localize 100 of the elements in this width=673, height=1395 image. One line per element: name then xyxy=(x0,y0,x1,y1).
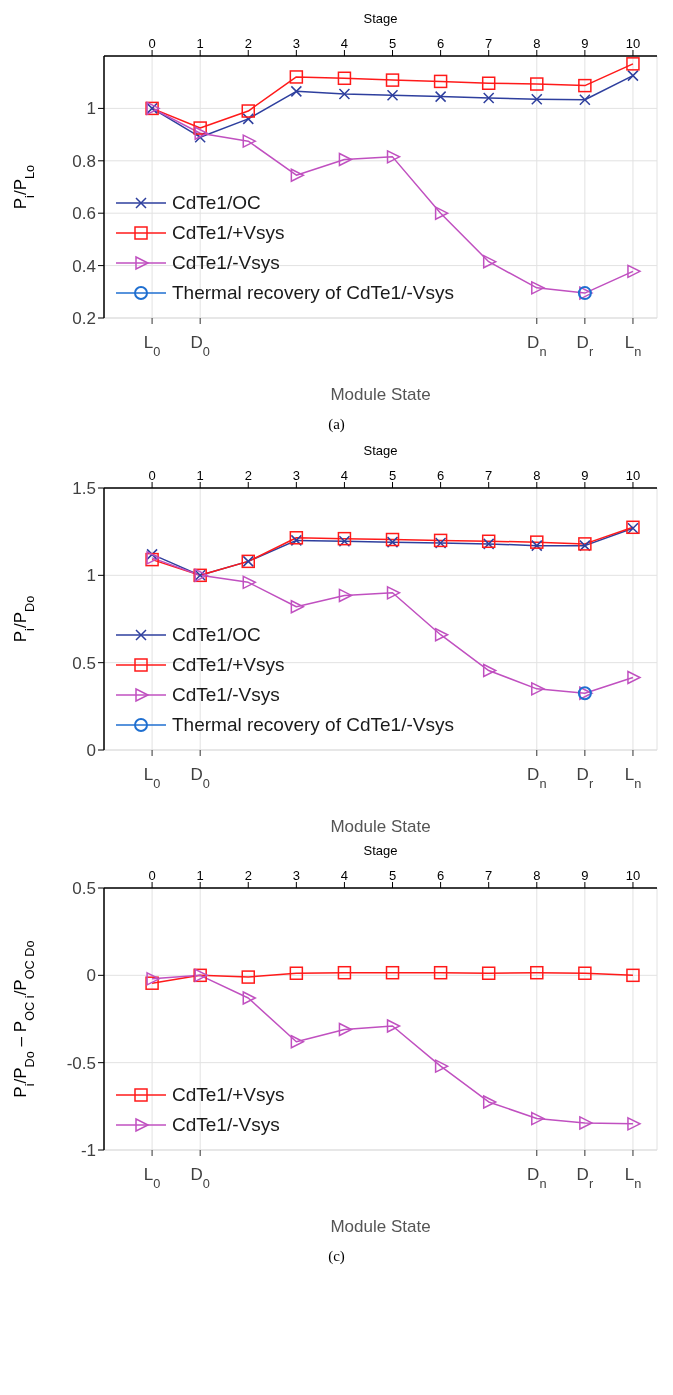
x2-tick-label: 9 xyxy=(581,868,589,883)
x-axis-title: Module State xyxy=(330,385,431,404)
point xyxy=(434,537,447,549)
point xyxy=(290,600,305,614)
x2-axis-title: Stage xyxy=(363,11,398,27)
point xyxy=(434,1059,449,1073)
point xyxy=(385,965,400,980)
point xyxy=(627,264,641,279)
legend-label: CdTe1/-Vsys xyxy=(172,1114,280,1136)
x2-tick-label: 10 xyxy=(625,36,641,51)
point xyxy=(627,69,639,82)
x2-tick-label: 5 xyxy=(388,468,397,483)
point xyxy=(434,90,447,103)
point xyxy=(579,94,591,106)
point xyxy=(530,535,544,549)
legend-label: CdTe1/+Vsys xyxy=(172,654,285,676)
legend-label: Thermal recovery of CdTe1/-Vsys xyxy=(172,714,454,736)
point xyxy=(338,535,351,548)
point xyxy=(241,104,256,118)
x2-tick-label: 3 xyxy=(292,36,300,51)
y-tick-label: 0 xyxy=(86,966,96,986)
x-tick-label: L$_{0}$ xyxy=(143,333,161,359)
point xyxy=(531,1111,545,1126)
point xyxy=(482,92,495,104)
point xyxy=(290,168,305,182)
x-axis-title: Module State xyxy=(330,817,431,836)
point xyxy=(578,78,592,93)
point xyxy=(579,1116,593,1130)
point xyxy=(290,1034,305,1049)
point xyxy=(530,965,544,980)
y-tick-label: 0.5 xyxy=(72,879,96,899)
y-tick-label: -1 xyxy=(80,1141,96,1161)
x-tick-label: L$_{n}$ xyxy=(624,765,642,791)
x2-tick-label: 0 xyxy=(148,468,156,483)
legend-label: Thermal recovery of CdTe1/-Vsys xyxy=(172,282,454,304)
x2-tick-label: 6 xyxy=(436,36,445,51)
x-tick-label: L$_{0}$ xyxy=(143,1165,161,1191)
x-tick-label: D$_{n}$ xyxy=(527,765,547,791)
x-tick-label: D$_{0}$ xyxy=(190,765,210,791)
point xyxy=(481,966,496,980)
point xyxy=(627,670,641,685)
point xyxy=(338,88,351,100)
x2-tick-label: 7 xyxy=(485,468,493,483)
point xyxy=(242,134,257,148)
point xyxy=(241,970,256,984)
point xyxy=(386,1019,401,1033)
x-tick-label: D$_{0}$ xyxy=(190,333,210,359)
point xyxy=(386,89,399,102)
x2-tick-label: 5 xyxy=(388,36,397,51)
x2-tick-label: 2 xyxy=(244,868,252,883)
point xyxy=(482,254,497,269)
point xyxy=(337,531,352,546)
point xyxy=(482,1095,497,1109)
point xyxy=(434,206,449,220)
point xyxy=(193,121,207,135)
x2-tick-label: 4 xyxy=(340,36,349,51)
x2-tick-label: 1 xyxy=(196,36,204,51)
point xyxy=(338,152,353,167)
y-tick-label: 1 xyxy=(86,99,96,119)
x2-tick-label: 10 xyxy=(625,468,641,483)
x2-tick-label: 7 xyxy=(485,868,493,883)
point xyxy=(337,965,352,980)
x2-tick-label: 4 xyxy=(340,468,349,483)
legend-label: CdTe1/-Vsys xyxy=(172,684,280,706)
x-tick-label: D$_{0}$ xyxy=(190,1165,210,1191)
point xyxy=(627,1117,641,1131)
x2-tick-label: 6 xyxy=(436,868,445,883)
y-tick-label: 1.5 xyxy=(72,479,96,499)
point xyxy=(194,126,208,141)
point xyxy=(242,991,257,1005)
x2-tick-label: 7 xyxy=(485,36,493,51)
x-tick-label: D$_{r}$ xyxy=(576,1165,594,1191)
x2-tick-label: 10 xyxy=(625,868,641,883)
point xyxy=(386,150,401,164)
x2-tick-label: 2 xyxy=(244,468,252,483)
x-tick-label: D$_{n}$ xyxy=(527,1165,547,1191)
x2-tick-label: 1 xyxy=(196,868,204,883)
point xyxy=(482,663,497,678)
point xyxy=(289,70,304,84)
point xyxy=(242,575,257,590)
x2-tick-label: 5 xyxy=(388,868,397,883)
x2-tick-label: 8 xyxy=(533,468,541,483)
point xyxy=(386,536,399,548)
point xyxy=(433,74,448,89)
point xyxy=(578,966,592,980)
point xyxy=(290,85,303,98)
point xyxy=(338,1022,353,1037)
x2-axis-title: Stage xyxy=(363,443,398,459)
x2-tick-label: 3 xyxy=(292,868,300,883)
point xyxy=(531,539,543,552)
point xyxy=(531,682,545,696)
x2-tick-label: 1 xyxy=(196,468,204,483)
point xyxy=(481,76,496,90)
x2-tick-label: 6 xyxy=(436,468,445,483)
point xyxy=(146,548,158,561)
point xyxy=(385,73,400,87)
x2-tick-label: 0 xyxy=(148,868,156,883)
legend-label: CdTe1/OC xyxy=(172,624,261,646)
x2-tick-label: 3 xyxy=(292,468,300,483)
y-tick-label: 0.6 xyxy=(72,204,96,224)
